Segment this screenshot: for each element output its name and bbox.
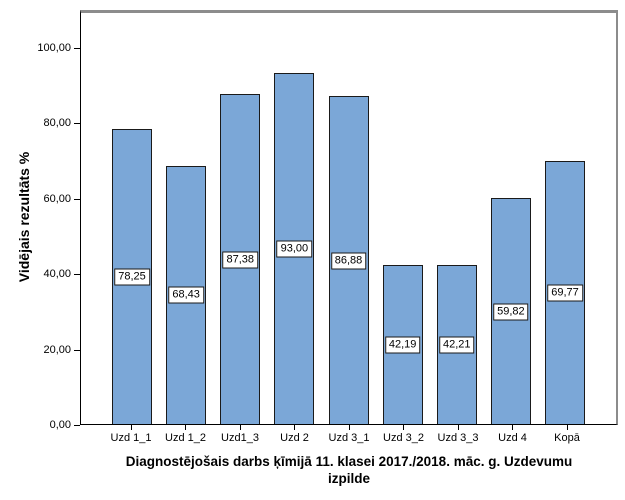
- x-tick-mark: [512, 425, 513, 430]
- y-tick-label: 20,00: [43, 343, 71, 356]
- bar: 42,21: [436, 264, 477, 424]
- y-tick-label: 0,00: [49, 419, 71, 431]
- bar: 59,82: [490, 198, 531, 424]
- x-tick-mark: [185, 425, 186, 430]
- bar-value-label: 68,43: [168, 286, 204, 304]
- bar: 68,43: [166, 165, 207, 424]
- x-tick-label: Uzd 1_1: [110, 432, 152, 444]
- bars-container: 78,25 68,43 87,38 93,00 86,88 42,19 42,21 59,82…: [81, 13, 616, 424]
- bar: 87,38: [220, 94, 261, 424]
- x-category-slot: Uzd 3_2: [383, 425, 424, 445]
- bar-value-label: 93,00: [276, 240, 313, 258]
- x-tick-mark: [130, 425, 132, 430]
- y-tick-mark: [74, 198, 80, 200]
- bar-value-label: 87,38: [222, 251, 259, 269]
- x-category-slot: Uzd 3_3: [437, 425, 479, 445]
- bar: 42,19: [382, 264, 423, 424]
- bar: 69,77: [545, 160, 585, 424]
- x-tick-label: Kopā: [554, 432, 580, 444]
- x-axis-title-line2: izpilde: [327, 471, 370, 486]
- bar-value-label: 42,19: [384, 336, 421, 354]
- bar-value-label: 69,77: [547, 284, 583, 302]
- bar-value-label: 86,88: [330, 252, 367, 270]
- x-tick-label: Uzd1_3: [221, 432, 259, 444]
- x-tick-mark: [239, 425, 241, 430]
- plot-area: 78,25 68,43 87,38 93,00 86,88 42,19 42,21 59,82…: [80, 10, 618, 425]
- y-tick-label: 100,00: [37, 41, 71, 54]
- bar: 93,00: [274, 73, 315, 424]
- y-tick-mark: [74, 274, 80, 276]
- x-tick-mark: [457, 425, 459, 430]
- x-tick-label: Uzd 3_1: [328, 432, 370, 444]
- x-tick-label: Uzd 1_2: [165, 432, 206, 444]
- y-tick-mark: [74, 349, 80, 351]
- bar-value-label: 78,25: [114, 268, 150, 286]
- x-category-slot: Uzd 4: [493, 425, 533, 445]
- x-tick-mark: [566, 425, 568, 430]
- x-tick-mark: [403, 425, 404, 430]
- x-tick-label: Uzd 4: [498, 432, 527, 444]
- x-category-slot: Uzd 1_2: [165, 425, 206, 445]
- y-tick-label: 40,00: [43, 268, 71, 281]
- x-category-slot: Uzd1_3: [220, 425, 260, 445]
- bar: 86,88: [328, 96, 369, 424]
- bar-value-label: 59,82: [493, 303, 529, 321]
- x-axis-title: Diagnostējošais darbs ķīmijā 11. klasei …: [49, 453, 625, 487]
- x-tick-label: Uzd 2: [280, 432, 309, 444]
- x-category-slot: Uzd 3_1: [328, 425, 370, 445]
- bar-value-label: 42,21: [438, 336, 475, 354]
- y-tick-mark: [74, 425, 80, 426]
- x-tick-mark: [294, 425, 295, 430]
- y-tick-label: 80,00: [43, 117, 71, 130]
- x-tick-label: Uzd 3_3: [437, 432, 479, 444]
- x-category-slot: Uzd 2: [275, 425, 315, 445]
- x-tick-label: Uzd 3_2: [383, 432, 424, 444]
- x-axis-title-line1: Diagnostējošais darbs ķīmijā 11. klasei …: [125, 454, 573, 469]
- bar: 78,25: [112, 128, 152, 424]
- x-category-slot: Kopā: [547, 425, 587, 445]
- y-tick-label: 60,00: [43, 192, 71, 205]
- x-category-slot: Uzd 1_1: [110, 425, 152, 445]
- x-tick-mark: [348, 425, 350, 430]
- x-axis-categories: Uzd 1_1 Uzd 1_2 Uzd1_3 Uzd 2 Uzd 3_1 Uzd 3_2 U…: [80, 425, 618, 445]
- y-tick-mark: [74, 123, 80, 125]
- y-axis-title: Vidējais rezultāts %: [16, 151, 32, 283]
- y-tick-mark: [74, 47, 80, 49]
